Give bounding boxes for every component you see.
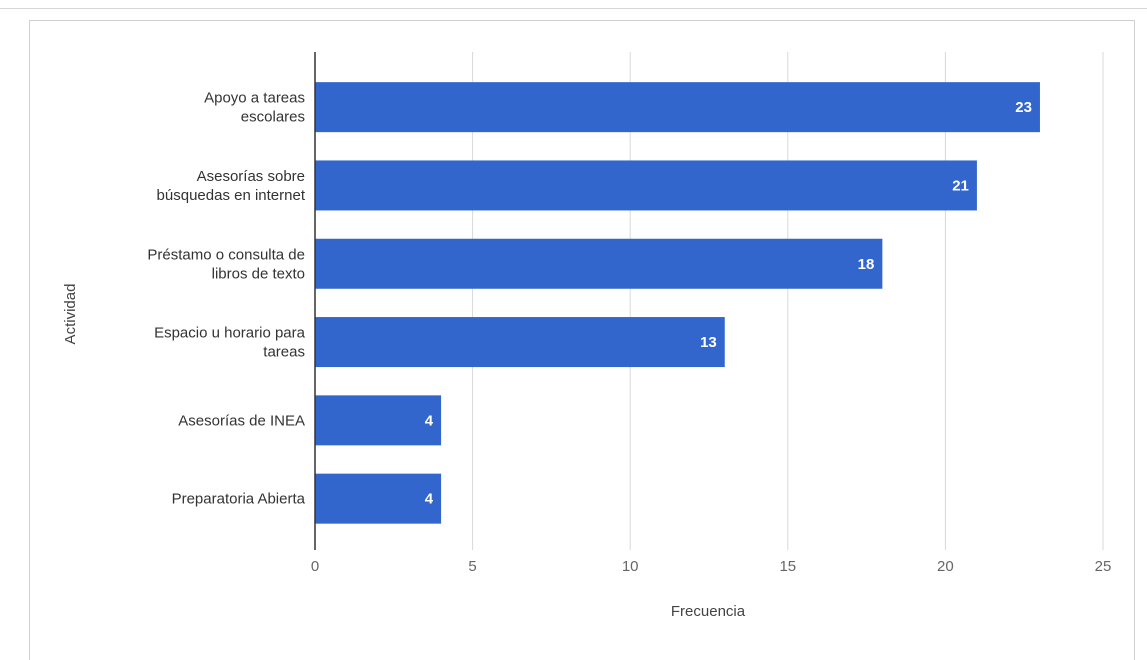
- y-axis-title: Actividad: [62, 284, 79, 345]
- x-axis-title: Frecuencia: [671, 603, 746, 620]
- x-tick-label: 25: [1095, 558, 1112, 575]
- x-tick-label: 5: [468, 558, 476, 575]
- bar: [315, 395, 442, 446]
- category-label-line: libros de texto: [212, 265, 305, 282]
- gridlines: [472, 52, 1104, 550]
- bar: [315, 82, 1040, 133]
- category-label-line: Espacio u horario para: [154, 325, 306, 342]
- category-label: Espacio u horario para tareas: [154, 325, 306, 361]
- category-label-line: tareas: [263, 344, 305, 361]
- axes: 0 5 10 15 20 25 Apoyo a tareas escolares Asesorí…: [147, 52, 1111, 575]
- data-label: 4: [425, 412, 434, 429]
- x-tick-label: 15: [779, 558, 796, 575]
- category-label-line: Preparatoria Abierta: [172, 491, 306, 508]
- bar: [315, 160, 977, 211]
- data-label: 4: [425, 491, 434, 508]
- data-label: 23: [1015, 99, 1032, 116]
- category-label-line: Asesorías sobre: [197, 168, 305, 185]
- x-tick-label: 0: [311, 558, 319, 575]
- category-label: Préstamo o consulta de libros de texto: [147, 246, 305, 282]
- category-label: Apoyo a tareas escolares: [204, 90, 305, 126]
- x-tick-label: 10: [622, 558, 639, 575]
- category-label-line: Asesorías de INEA: [178, 412, 305, 429]
- category-label-line: Apoyo a tareas: [204, 90, 305, 107]
- x-tick-label: 20: [937, 558, 954, 575]
- category-label-line: escolares: [241, 109, 305, 126]
- bars: 23 21 18 13 4 4: [315, 82, 1040, 524]
- category-label: Preparatoria Abierta: [172, 491, 306, 508]
- data-label: 21: [952, 177, 969, 194]
- bar: [315, 238, 883, 289]
- category-label: Asesorías de INEA: [178, 412, 305, 429]
- top-divider: [0, 8, 1147, 9]
- data-label: 18: [858, 256, 875, 273]
- bar-chart: 23 21 18 13 4 4 0 5 10 15 20 25 Apoyo a tareas escol…: [62, 52, 1111, 620]
- category-label: Asesorías sobre búsquedas en internet: [157, 168, 306, 204]
- bar: [315, 317, 725, 368]
- bar: [315, 473, 442, 524]
- category-label-line: búsquedas en internet: [157, 187, 306, 204]
- data-label: 13: [700, 334, 717, 351]
- category-label-line: Préstamo o consulta de: [147, 246, 305, 263]
